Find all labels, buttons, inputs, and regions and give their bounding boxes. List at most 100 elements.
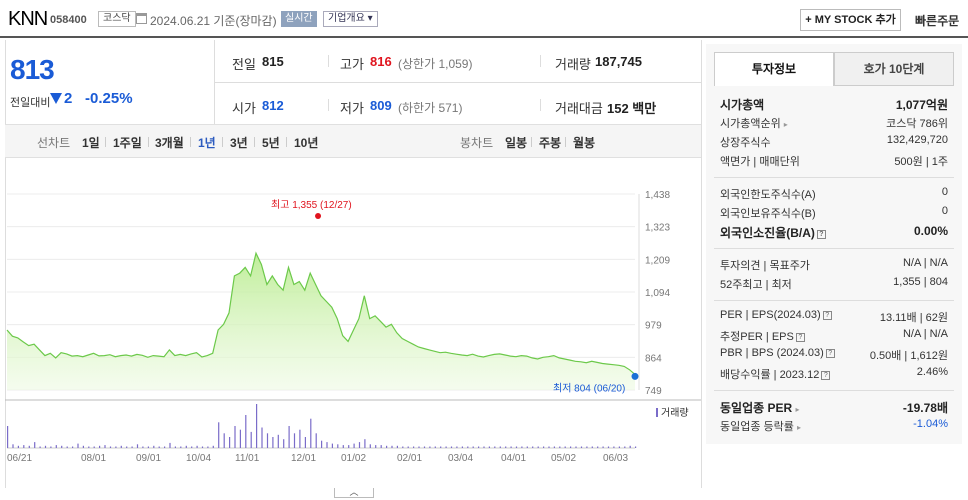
volume-bar	[180, 446, 182, 448]
candle-weekly[interactable]: 주봉	[539, 136, 562, 150]
industry-rate-value: -1.04%	[913, 418, 948, 430]
opinion-value: N/A | N/A	[902, 257, 948, 269]
volume-bar	[310, 418, 312, 448]
volume-bar	[126, 446, 128, 448]
period-1y[interactable]: 1년	[198, 136, 216, 150]
chevron-up-icon: ︿	[349, 487, 359, 497]
help-icon[interactable]: ?	[795, 333, 805, 342]
volume-bar	[131, 446, 133, 448]
volume-bar	[499, 446, 501, 448]
collapse-chart-button[interactable]: ︿	[334, 488, 374, 498]
upper-limit: (상한가 1,059)	[398, 57, 473, 71]
volume-bar	[472, 446, 474, 448]
market-cap-value: 1,077억원	[895, 98, 948, 112]
low-value: 809	[370, 98, 392, 113]
volume-value: 187,745	[595, 54, 642, 69]
volume-bar	[478, 446, 480, 448]
volume-bar	[239, 429, 241, 448]
caret-right-icon: ▸	[783, 120, 788, 129]
period-3m[interactable]: 3개월	[155, 136, 184, 150]
candle-daily[interactable]: 일봉	[505, 136, 528, 150]
volume-label: 거래량	[555, 57, 591, 72]
volume-bar	[337, 444, 339, 448]
industry-per-value: -19.78배	[902, 401, 948, 415]
volume-bar	[591, 446, 593, 448]
tab-order-book[interactable]: 호가 10단계	[834, 52, 954, 86]
industry-rate-text: 동일업종 등락률	[720, 421, 794, 433]
volume-bar	[321, 440, 323, 448]
volume-bar	[450, 446, 453, 448]
add-my-stock-button[interactable]: + MY STOCK 추가	[800, 9, 901, 31]
volume-bar	[456, 446, 458, 448]
volume-bar	[261, 427, 263, 448]
volume-bar	[575, 446, 577, 448]
volume-bar	[169, 442, 171, 448]
pbr-text: PBR | BPS (2024.03)	[720, 347, 824, 359]
volume-bar	[256, 404, 258, 448]
tab-investment-info[interactable]: 투자정보	[714, 52, 834, 86]
help-icon[interactable]: ?	[816, 230, 826, 239]
volume-bar	[586, 446, 588, 448]
price-chart[interactable]: 1,438 1,323 1,209 1,094 979 864 749 06/21 08/01…	[5, 158, 701, 488]
period-3y[interactable]: 3년	[230, 136, 248, 150]
caret-right-icon: ▸	[796, 423, 801, 432]
caret-right-icon: ▸	[795, 405, 800, 414]
volume-bar	[629, 445, 631, 448]
help-icon[interactable]: ?	[822, 311, 832, 320]
pbr-value: 0.50배 | 1,612원	[869, 350, 948, 362]
prev-close-value: 815	[262, 54, 284, 69]
volume-legend-label: 거래량	[661, 407, 689, 419]
high-value: 816	[370, 54, 392, 69]
volume-bar	[234, 426, 236, 448]
dividend-label: 배당수익률 | 2023.12?	[720, 366, 831, 382]
period-10y[interactable]: 10년	[294, 136, 319, 150]
volume-bar	[353, 443, 355, 448]
y-tick-label: 864	[645, 353, 662, 364]
cap-rank-text: 시가총액순위	[720, 118, 781, 130]
x-tick-label: 11/01	[235, 453, 260, 464]
realtime-badge[interactable]: 실시간	[281, 11, 317, 27]
x-tick-label: 09/01	[136, 453, 161, 464]
y-tick-label: 1,209	[645, 255, 670, 266]
period-5y[interactable]: 5년	[262, 136, 280, 150]
quick-order-button[interactable]: 빠른주문	[915, 14, 960, 28]
open-label: 시가	[232, 101, 256, 116]
prev-close-label: 전일	[232, 57, 256, 72]
week52-value: 1,355 | 804	[893, 276, 948, 288]
foreign-limit-label: 외국인한도주식수(A)	[720, 189, 816, 201]
help-icon[interactable]: ?	[825, 349, 835, 358]
volume-bar	[564, 446, 566, 448]
calendar-icon	[136, 13, 147, 24]
volume-bar	[207, 446, 209, 448]
volume-bar	[570, 446, 572, 448]
price-area	[7, 253, 635, 390]
volume-bar	[93, 446, 95, 448]
est-per-value: N/A | N/A	[902, 328, 948, 340]
volume-bar	[526, 446, 528, 448]
foreign-hold-label: 외국인보유주식수(B)	[720, 208, 816, 220]
x-tick-label: 08/01	[81, 453, 106, 464]
volume-bar	[288, 426, 290, 448]
volume-legend-icon	[656, 408, 658, 417]
low-label: 저가	[340, 101, 364, 116]
help-icon[interactable]: ?	[821, 371, 831, 380]
volume-bar	[218, 422, 220, 448]
period-1w[interactable]: 1주일	[113, 136, 142, 150]
candle-monthly[interactable]: 월봉	[573, 136, 596, 150]
x-tick-label: 05/02	[551, 453, 576, 464]
stock-header	[0, 0, 968, 38]
week52-label: 52주최고 | 최저	[720, 279, 792, 291]
volume-bar	[602, 446, 604, 448]
volume-bar	[250, 431, 252, 448]
volume-bar	[23, 445, 25, 448]
foreign-hold-value: 0	[941, 205, 948, 217]
y-tick-label: 1,094	[645, 288, 670, 299]
dividend-text: 배당수익률 | 2023.12	[720, 369, 820, 381]
volume-bar	[618, 446, 620, 448]
company-info-dropdown[interactable]: 기업개요 ▾	[323, 11, 378, 27]
period-1d[interactable]: 1일	[82, 136, 100, 150]
volume-bar	[364, 439, 366, 448]
volume-bar	[559, 446, 561, 448]
volume-bar	[72, 446, 74, 448]
x-tick-label: 01/02	[341, 453, 366, 464]
